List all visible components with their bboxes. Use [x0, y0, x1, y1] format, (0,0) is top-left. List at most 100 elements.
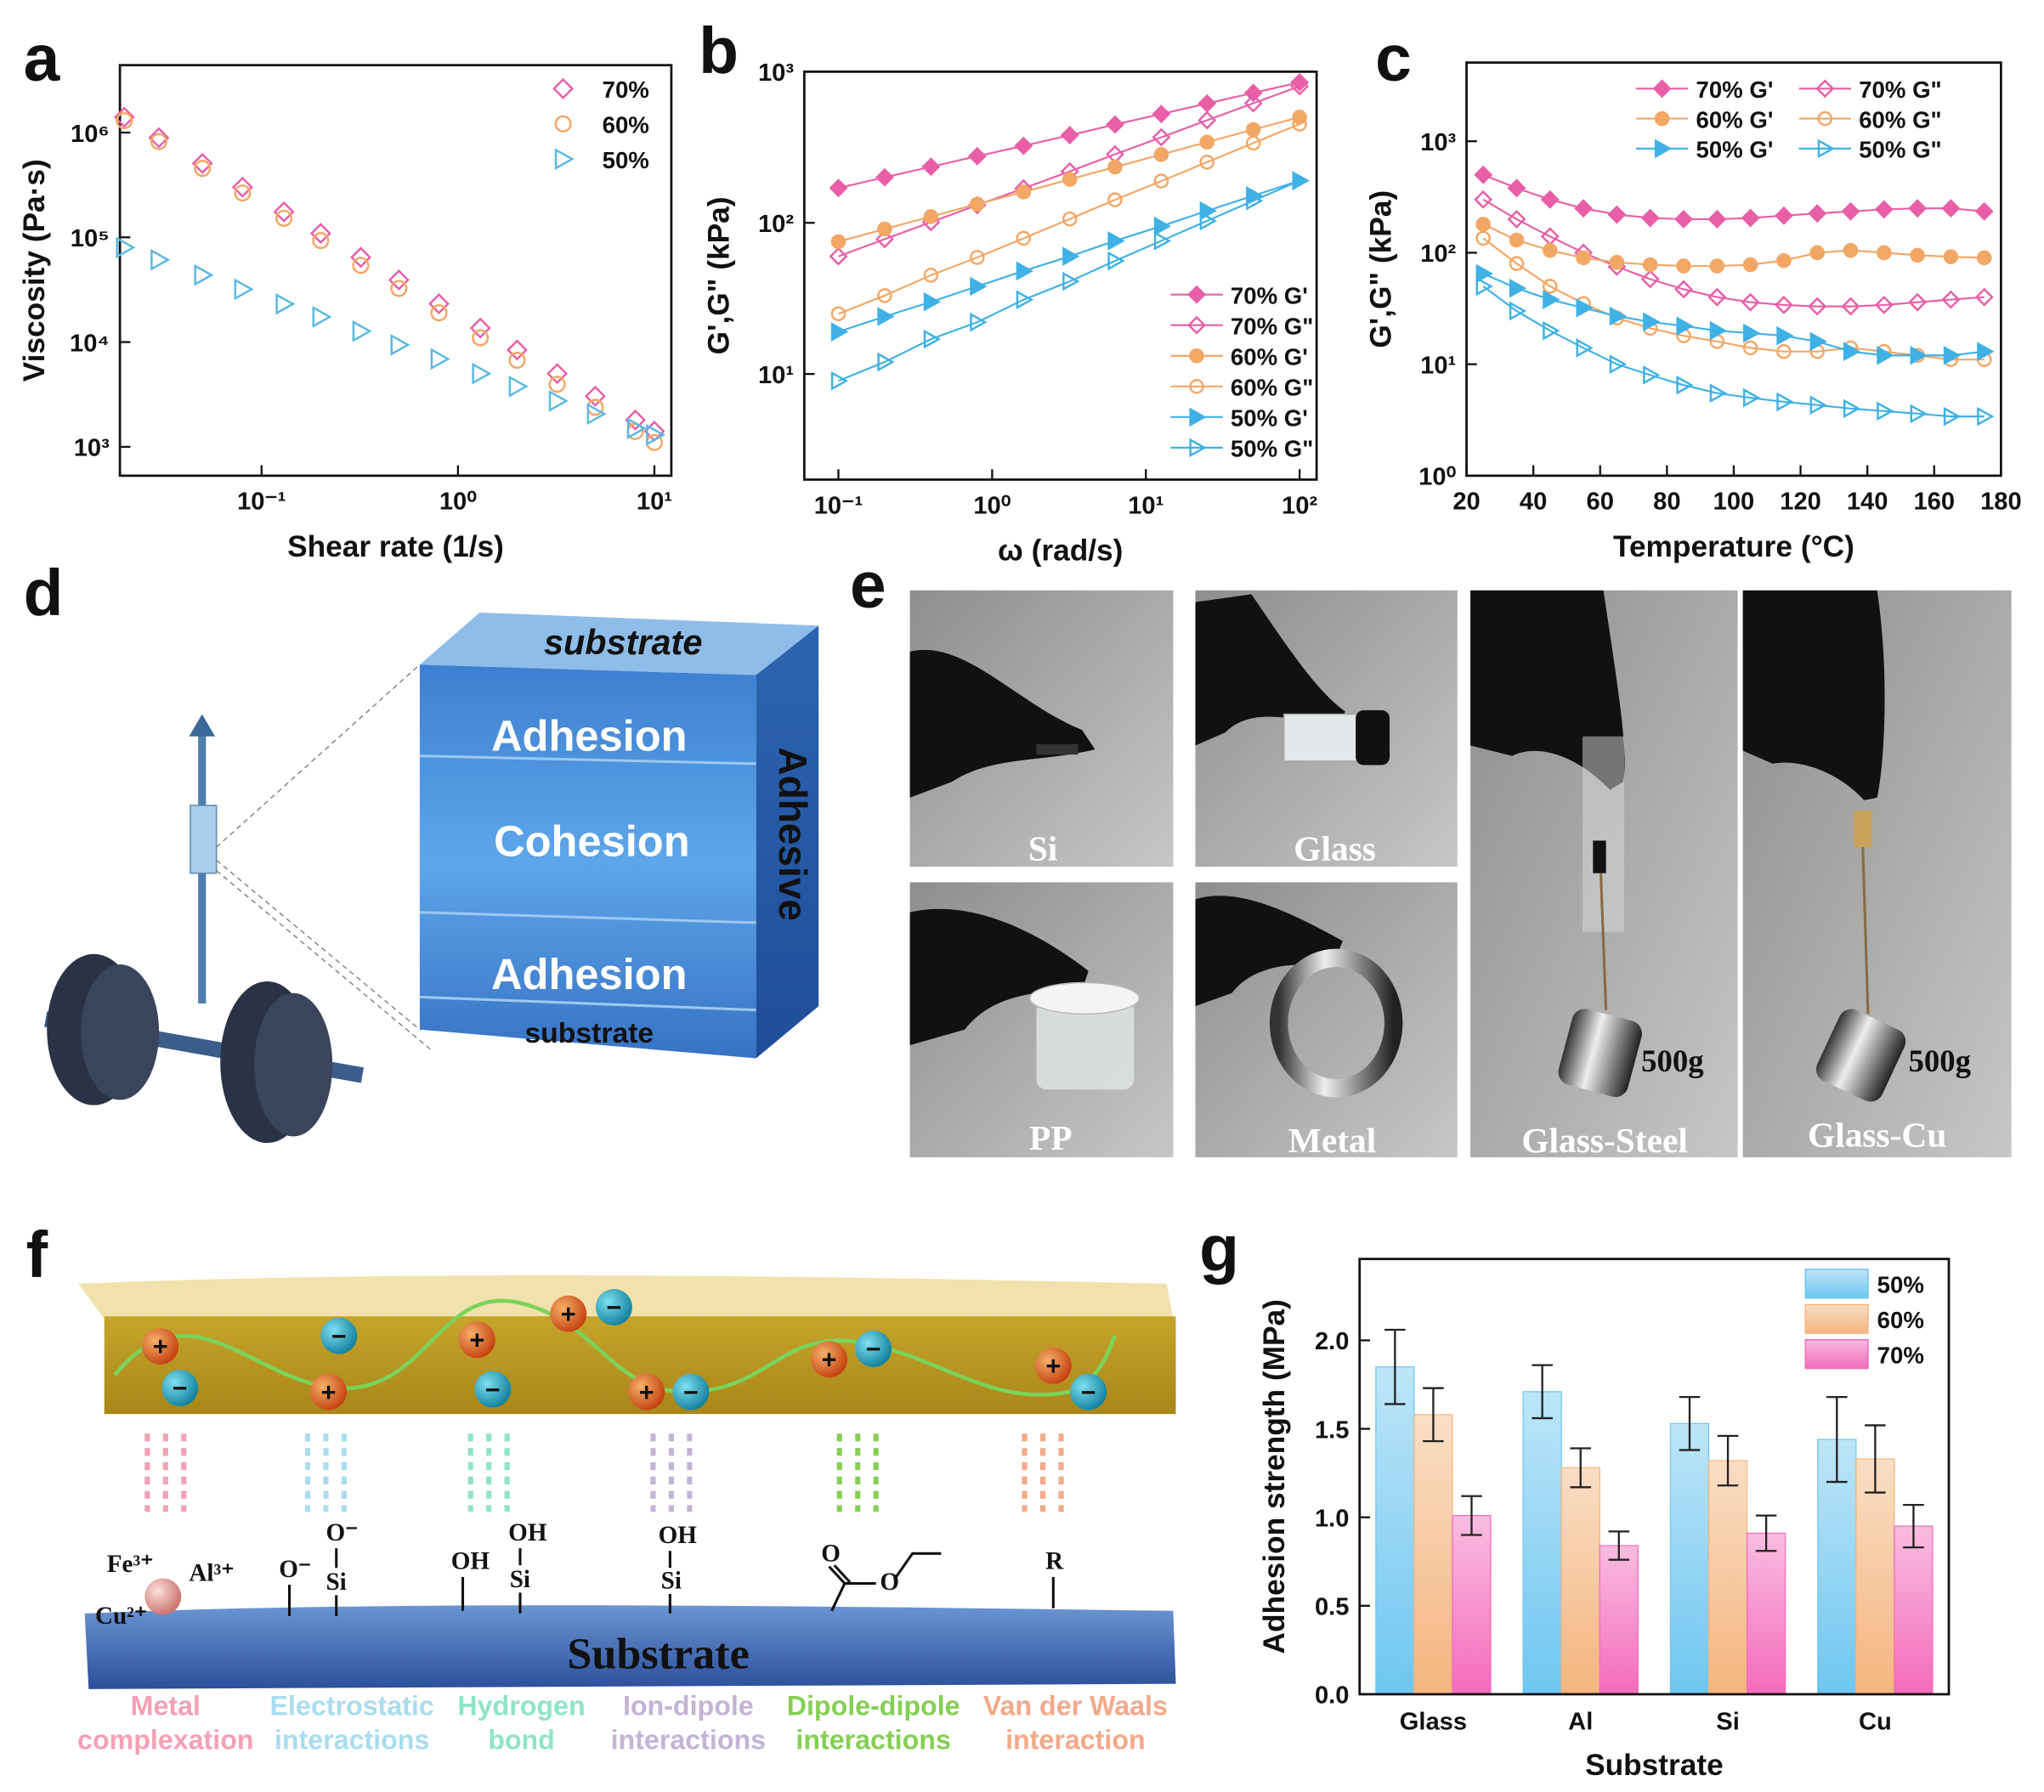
chem-label: R — [1045, 1548, 1064, 1575]
marker — [1198, 110, 1217, 130]
interaction-label: Electrostatic — [270, 1690, 434, 1721]
error-bar — [1679, 1395, 1701, 1451]
marker — [1974, 287, 1994, 307]
weight — [1558, 1009, 1642, 1098]
x-tick-label: 100 — [1713, 489, 1755, 516]
metal-ion — [144, 1578, 182, 1615]
marker — [1189, 407, 1207, 427]
y-tick-label: 10³ — [758, 59, 794, 87]
copper-strip — [1854, 811, 1872, 847]
zoom-line — [216, 664, 421, 848]
marker — [113, 106, 135, 128]
interaction-label: complexation — [77, 1724, 253, 1755]
marker — [1189, 348, 1204, 364]
marker — [1246, 190, 1264, 211]
x-tick-label: 160 — [1913, 489, 1955, 516]
marker — [231, 176, 253, 198]
panel-letter: a — [24, 23, 61, 95]
anion — [161, 1370, 199, 1406]
ion-sign: − — [485, 1376, 501, 1405]
chem-label: Cu²⁺ — [95, 1603, 147, 1630]
marker — [1707, 210, 1727, 229]
marker — [1576, 250, 1591, 266]
legend-label: 60% G" — [1859, 106, 1941, 133]
interaction-label: Van der Waals — [983, 1690, 1168, 1721]
legend-label: 60% G" — [1231, 375, 1313, 401]
x-tick-label: Si — [1716, 1708, 1740, 1735]
marker — [1709, 320, 1728, 341]
error-bar — [1570, 1447, 1592, 1489]
cation — [458, 1321, 495, 1359]
marker — [1509, 278, 1527, 298]
marker — [1475, 217, 1491, 232]
ion-sign: + — [153, 1332, 168, 1361]
marker — [312, 306, 332, 328]
ion-sign: + — [639, 1378, 654, 1407]
marker — [1676, 258, 1691, 274]
marker — [1808, 297, 1827, 316]
marker — [388, 269, 410, 291]
weight-label: 500g — [1641, 1043, 1704, 1078]
sample — [190, 805, 218, 874]
anion — [595, 1288, 632, 1326]
error-bar — [1717, 1434, 1739, 1487]
layer-line — [419, 755, 756, 766]
chem-label: Al³⁺ — [189, 1560, 234, 1587]
marker — [1743, 323, 1761, 343]
marker — [923, 209, 939, 224]
marker — [1774, 206, 1793, 225]
y-axis-label: Viscosity (Pa·s) — [18, 159, 51, 382]
marker — [508, 375, 529, 398]
x-tick-label: 10² — [1282, 492, 1317, 519]
interaction-label: Hydrogen — [457, 1690, 585, 1721]
marker — [548, 390, 569, 412]
marker — [1016, 230, 1032, 246]
chem-label: OH — [451, 1548, 490, 1575]
marker — [1943, 249, 1959, 264]
glove — [909, 649, 1096, 798]
marker — [352, 319, 372, 342]
cation — [628, 1373, 665, 1410]
marker — [1674, 280, 1693, 299]
marker — [350, 246, 371, 269]
glass-slide — [1583, 736, 1625, 932]
chem-label: Si — [510, 1566, 530, 1593]
layer-label: substrate — [544, 623, 702, 662]
marker — [1189, 438, 1207, 458]
marker — [1543, 290, 1560, 309]
marker — [1609, 306, 1628, 326]
plot-frame — [118, 64, 673, 478]
marker — [273, 201, 295, 223]
interaction-label: interactions — [796, 1724, 950, 1755]
marker — [1976, 250, 1992, 266]
marker — [1977, 342, 1995, 361]
vial-cap — [1356, 709, 1390, 766]
series-line — [1482, 198, 1985, 308]
marker — [1543, 242, 1558, 258]
marker — [1199, 134, 1215, 150]
legend-label: 50% G" — [1859, 137, 1941, 163]
cup — [1036, 1000, 1135, 1090]
marker — [829, 246, 848, 266]
glove — [1195, 594, 1345, 746]
marker — [1908, 199, 1928, 218]
anion — [672, 1373, 710, 1410]
bar — [1375, 1366, 1415, 1695]
bar — [1560, 1467, 1600, 1695]
marker — [1609, 354, 1628, 374]
bar — [1452, 1515, 1492, 1695]
marker — [1574, 199, 1594, 218]
panel-letter: c — [1375, 23, 1412, 95]
marker — [352, 257, 370, 274]
y-tick-label: 10⁰ — [1418, 464, 1456, 491]
marker — [1475, 230, 1491, 246]
x-axis-label: Shear rate (1/s) — [287, 530, 504, 563]
y-tick-label: 0.0 — [1315, 1682, 1349, 1710]
marker — [1243, 93, 1263, 113]
block-side — [756, 625, 819, 1059]
marker — [1877, 345, 1894, 365]
marker — [275, 209, 293, 227]
anion — [1070, 1373, 1107, 1410]
marker — [1153, 173, 1169, 189]
marker — [1152, 105, 1171, 124]
